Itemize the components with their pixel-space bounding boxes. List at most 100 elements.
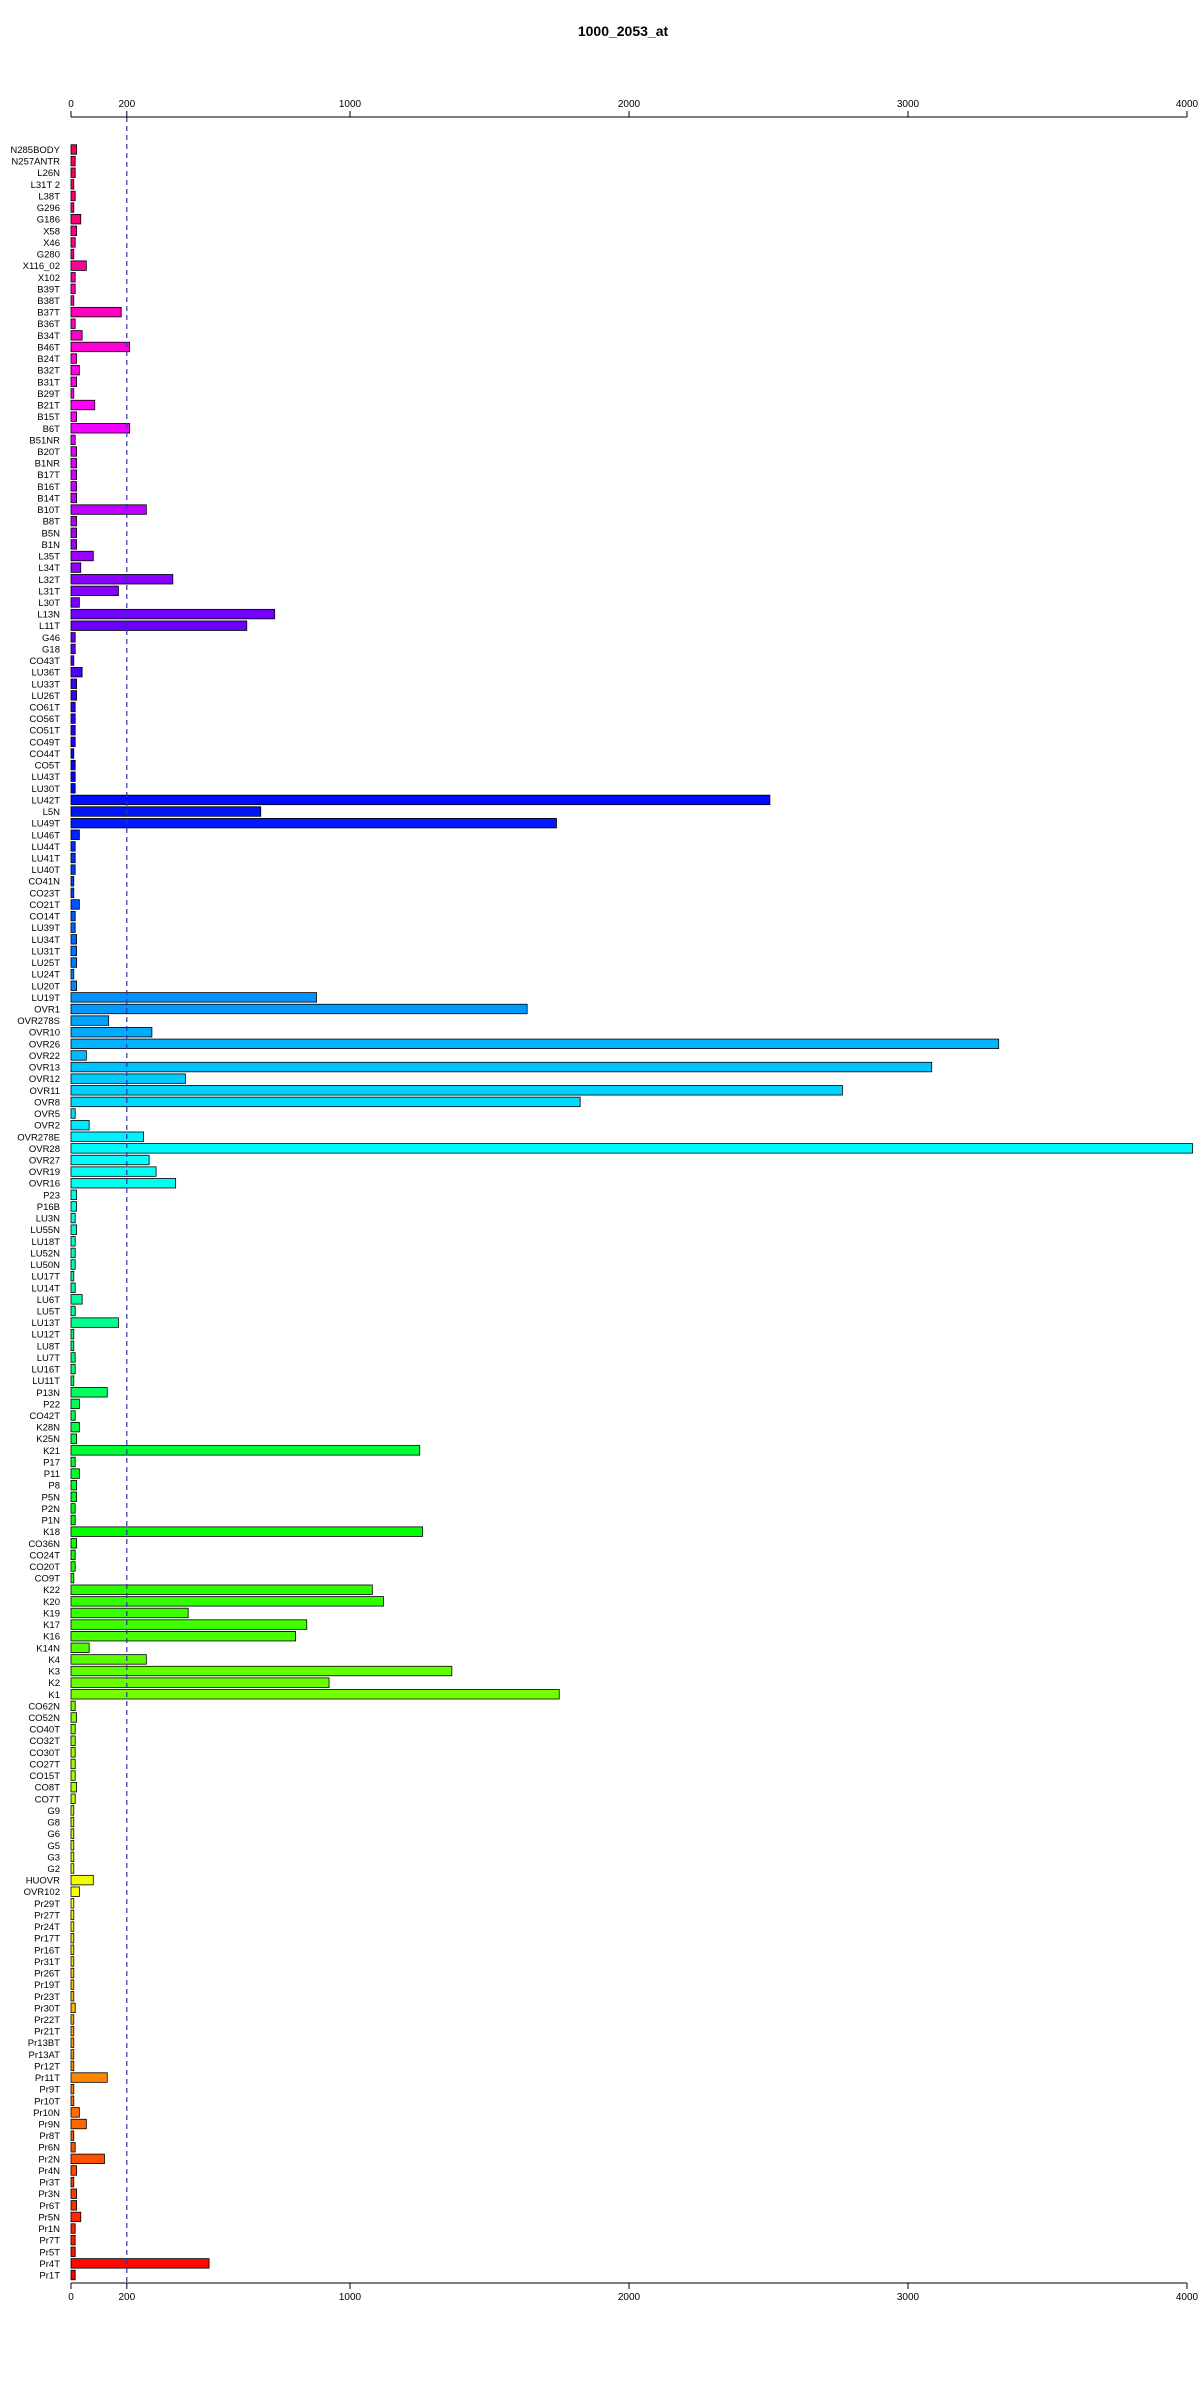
- category-label: Pr4N: [38, 2166, 60, 2177]
- bar-l26n: [70, 167, 76, 178]
- bar-pr27t: [70, 1909, 75, 1921]
- bar-pr9t: [70, 2083, 75, 2095]
- category-label: B6T: [43, 424, 61, 435]
- bar-b8t: [70, 516, 77, 527]
- category-label: OVR19: [29, 1167, 60, 1178]
- bar-x46: [70, 237, 76, 248]
- bar-pr4t: [70, 2258, 210, 2269]
- category-label: LU17T: [31, 1272, 60, 1283]
- bars: [70, 144, 1193, 2281]
- bar-ovr19: [70, 1166, 157, 1177]
- category-label: Pr27T: [34, 1910, 60, 1921]
- category-label: L38T: [38, 191, 60, 202]
- x-tick-label: 0: [68, 99, 74, 110]
- x-tick-label: 1000: [339, 99, 362, 110]
- bar-x116-02: [70, 260, 87, 271]
- bar-b24t: [70, 353, 77, 364]
- bar-pr2n: [70, 2153, 105, 2165]
- bar-k16: [70, 1631, 297, 1642]
- category-label: LU25T: [31, 958, 60, 969]
- bar-co8t: [70, 1782, 77, 1793]
- bar-co15t: [70, 1770, 76, 1781]
- category-label: CO62N: [28, 1701, 60, 1712]
- bar-pr12t: [70, 2060, 75, 2072]
- category-label: K2: [48, 1678, 60, 1689]
- bar-pr3t: [70, 2176, 75, 2188]
- bar-pr17t: [70, 1933, 75, 1944]
- category-label: G46: [42, 633, 60, 644]
- category-label: CO32T: [29, 1736, 60, 1747]
- bar-pr21t: [70, 2025, 75, 2037]
- bar-pr5t: [70, 2246, 76, 2257]
- bar-b38t: [70, 295, 75, 306]
- category-label: P23: [43, 1190, 60, 1201]
- bar-pr7t: [70, 2234, 76, 2246]
- bar-p5n: [70, 1491, 77, 1502]
- bar-p11: [70, 1468, 80, 1479]
- bar-p1n: [70, 1514, 76, 1526]
- category-label: LU8T: [37, 1341, 60, 1352]
- bar-k28n: [70, 1421, 80, 1433]
- bar-b34t: [70, 330, 83, 341]
- category-label: K25N: [36, 1434, 60, 1445]
- category-label: LU31T: [31, 946, 60, 957]
- category-label: OVR278E: [17, 1132, 60, 1143]
- category-label: LU55N: [30, 1225, 60, 1236]
- bar-ovr5: [70, 1108, 76, 1119]
- bar-co20t: [70, 1561, 76, 1572]
- bar-co44t: [70, 748, 75, 759]
- bar-ovr12: [70, 1073, 186, 1084]
- x-tick-label: 4000: [1176, 2292, 1199, 2303]
- bar-co42t: [70, 1410, 76, 1421]
- category-label: Pr1N: [38, 2224, 60, 2235]
- bar-l30t: [70, 597, 80, 608]
- category-label: OVR2: [34, 1121, 60, 1132]
- bar-ovr27: [70, 1154, 150, 1166]
- category-label: LU13T: [31, 1318, 60, 1329]
- category-label: LU34T: [31, 935, 60, 946]
- bar-k3: [70, 1665, 453, 1677]
- bar-b21t: [70, 399, 96, 411]
- bar-co32t: [70, 1735, 76, 1746]
- category-label: OVR5: [34, 1109, 60, 1120]
- bar-ovr102: [70, 1886, 80, 1897]
- category-label: L26N: [37, 168, 60, 179]
- bar-lu39t: [70, 922, 76, 933]
- bar-b31t: [70, 376, 77, 387]
- category-label: CO43T: [29, 656, 60, 667]
- category-label: Pr6T: [39, 2201, 60, 2212]
- bar-g280: [70, 248, 75, 260]
- bar-l31t-2: [70, 179, 75, 190]
- bar-g46: [70, 632, 76, 643]
- x-tick-label: 0: [68, 2292, 74, 2303]
- bar-lu17t: [70, 1270, 75, 1282]
- bar-pr1n: [70, 2223, 76, 2234]
- bar-pr30t: [70, 2002, 76, 2014]
- bar-lu36t: [70, 667, 83, 678]
- category-label: OVR13: [29, 1063, 60, 1074]
- category-label: P17: [43, 1457, 60, 1468]
- bar-pr13at: [70, 2049, 75, 2060]
- bar-pr5n: [70, 2211, 82, 2223]
- category-label: CO56T: [29, 714, 60, 725]
- category-label: X116_02: [23, 261, 60, 272]
- category-label: Pr3N: [38, 2189, 60, 2200]
- category-label: Pr19T: [34, 1980, 60, 1991]
- category-label: Pr13AT: [28, 2050, 60, 2061]
- category-label: Pr22T: [34, 2015, 60, 2026]
- category-label: LU46T: [31, 830, 60, 841]
- bar-ovr8: [70, 1096, 581, 1108]
- bar-l34t: [70, 562, 82, 573]
- category-label: Pr9T: [39, 2085, 60, 2096]
- bar-g3: [70, 1851, 75, 1863]
- bar-l5n: [70, 806, 262, 817]
- category-label: OVR11: [30, 1086, 60, 1097]
- category-label: CO8T: [35, 1783, 61, 1794]
- bar-co62n: [70, 1700, 76, 1712]
- category-label: B14T: [37, 493, 60, 504]
- x-tick-label: 1000: [339, 2292, 362, 2303]
- category-label: CO42T: [29, 1411, 60, 1422]
- bar-pr13bt: [70, 2037, 75, 2048]
- bar-k21: [70, 1445, 421, 1456]
